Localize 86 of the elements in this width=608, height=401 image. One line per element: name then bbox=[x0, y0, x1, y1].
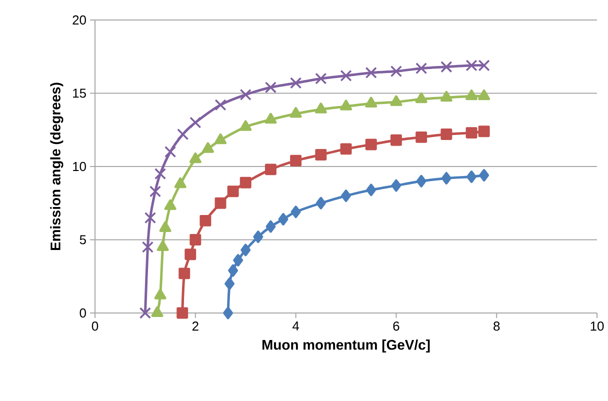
point bbox=[264, 82, 277, 94]
x-tick-label: 8 bbox=[494, 322, 500, 331]
point bbox=[176, 307, 188, 319]
point bbox=[314, 102, 327, 114]
point bbox=[264, 164, 276, 176]
point bbox=[177, 128, 189, 140]
point bbox=[227, 186, 239, 198]
point bbox=[224, 277, 235, 290]
point bbox=[202, 142, 214, 153]
point bbox=[415, 62, 428, 74]
y-tick-label: 20 bbox=[72, 15, 86, 25]
point bbox=[466, 170, 476, 183]
point bbox=[142, 241, 154, 253]
point bbox=[164, 199, 176, 210]
point bbox=[174, 177, 186, 188]
point bbox=[139, 307, 152, 319]
point bbox=[214, 99, 226, 111]
y-tick-label: 10 bbox=[73, 162, 86, 172]
x-tick-label: 6 bbox=[393, 322, 400, 331]
point bbox=[390, 95, 402, 106]
point bbox=[223, 306, 234, 320]
point bbox=[441, 172, 452, 184]
x-tick-label: 10 bbox=[590, 322, 604, 331]
point bbox=[233, 254, 244, 266]
point bbox=[341, 190, 351, 202]
point bbox=[365, 66, 377, 79]
point bbox=[390, 65, 402, 78]
point bbox=[290, 206, 301, 218]
point bbox=[290, 107, 302, 118]
point bbox=[214, 133, 226, 144]
point bbox=[178, 268, 190, 280]
point bbox=[315, 149, 327, 161]
point bbox=[466, 127, 478, 139]
point bbox=[416, 174, 426, 188]
point bbox=[340, 100, 352, 110]
point bbox=[366, 184, 376, 196]
x-tick-label: 2 bbox=[192, 322, 198, 331]
point bbox=[340, 70, 352, 82]
point bbox=[316, 196, 326, 210]
point bbox=[149, 186, 162, 198]
point bbox=[365, 138, 377, 150]
x-tick-label: 0 bbox=[92, 322, 98, 331]
y-axis-title: Emission angle (degrees) bbox=[50, 82, 64, 250]
point bbox=[440, 90, 452, 102]
point bbox=[154, 288, 166, 300]
point bbox=[390, 134, 402, 146]
point bbox=[290, 77, 302, 89]
point bbox=[479, 169, 490, 182]
point bbox=[159, 221, 172, 232]
point bbox=[240, 176, 252, 188]
point bbox=[478, 126, 490, 138]
point bbox=[214, 197, 226, 209]
point bbox=[365, 96, 378, 108]
y-tick-label: 15 bbox=[73, 88, 86, 98]
point bbox=[391, 179, 402, 192]
point bbox=[240, 244, 251, 256]
point bbox=[190, 116, 202, 128]
point bbox=[156, 240, 169, 252]
point bbox=[440, 128, 452, 140]
x-tick-label: 4 bbox=[292, 322, 300, 330]
point bbox=[340, 143, 352, 155]
point bbox=[415, 92, 428, 104]
point bbox=[189, 152, 202, 164]
x-axis-title: Muon momentum [GeV/c] bbox=[262, 340, 430, 353]
point bbox=[478, 89, 490, 100]
point bbox=[290, 154, 302, 166]
point bbox=[240, 120, 252, 131]
point bbox=[315, 72, 327, 84]
point bbox=[144, 212, 156, 224]
point bbox=[440, 61, 452, 73]
point bbox=[416, 131, 428, 143]
y-tick-label: 5 bbox=[80, 235, 86, 244]
point bbox=[264, 112, 277, 124]
point bbox=[200, 214, 212, 226]
point bbox=[184, 248, 196, 260]
point bbox=[278, 213, 288, 226]
point bbox=[266, 220, 276, 233]
point bbox=[240, 88, 252, 101]
point bbox=[190, 234, 202, 246]
point bbox=[164, 146, 176, 158]
point bbox=[151, 306, 164, 317]
point bbox=[154, 168, 166, 180]
point bbox=[466, 89, 478, 100]
point bbox=[228, 264, 238, 277]
point bbox=[253, 230, 264, 244]
y-tick-label: 0 bbox=[80, 308, 86, 318]
